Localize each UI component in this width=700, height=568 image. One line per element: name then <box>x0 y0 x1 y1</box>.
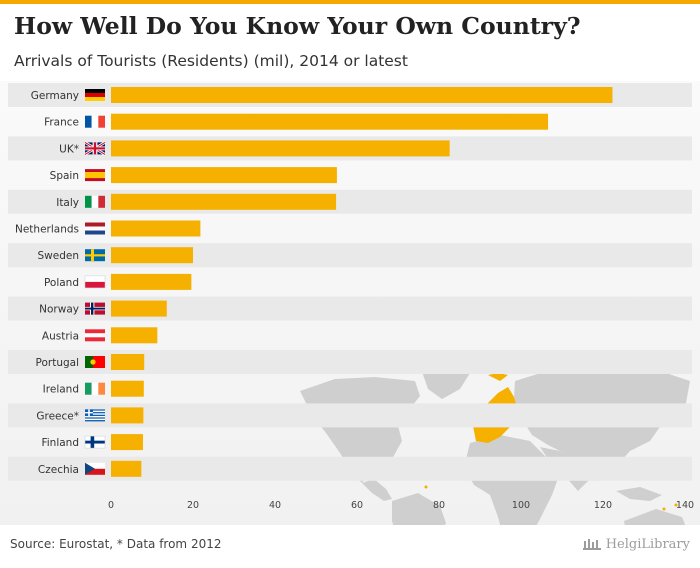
bar-spain <box>111 167 337 184</box>
flag-it-icon <box>85 195 105 208</box>
category-label: Netherlands <box>15 224 79 236</box>
chart-title: How Well Do You Know Your Own Country? <box>14 12 581 40</box>
flag-se-icon <box>85 249 105 262</box>
category-label: Finland <box>41 437 79 449</box>
footer-source: Source: Eurostat, * Data from 2012 <box>10 537 222 551</box>
flag-fr-icon <box>85 115 105 128</box>
x-axis-ticks: 0 20 40 60 80 100 120 140 <box>108 500 694 511</box>
bar-france <box>111 113 549 130</box>
chart-subtitle: Arrivals of Tourists (Residents) (mil), … <box>14 52 408 70</box>
bar-norway <box>111 300 167 317</box>
map-south-america <box>392 493 446 525</box>
category-label: Ireland <box>43 384 79 396</box>
map-australia <box>624 509 686 525</box>
flag-ie-icon <box>85 382 105 395</box>
x-tick-label: 140 <box>676 500 694 511</box>
bar-uk <box>111 140 450 157</box>
map-indonesia <box>616 487 662 501</box>
footer-logo[interactable]: HelgiLibrary <box>582 533 690 555</box>
category-label: Norway <box>39 304 79 316</box>
flag-pl-icon <box>84 275 106 289</box>
flag-no-icon <box>85 302 105 315</box>
category-label: Sweden <box>38 250 80 262</box>
row-band <box>8 350 692 374</box>
category-labels: Germany France UK* Spain Italy Netherlands Swe… <box>15 90 79 476</box>
map-island <box>662 507 666 511</box>
bar-finland <box>111 434 143 451</box>
bar-ireland <box>111 380 144 397</box>
category-label: UK* <box>59 143 79 155</box>
row-band <box>8 243 692 268</box>
x-tick-label: 120 <box>594 500 612 511</box>
x-tick-label: 0 <box>108 500 114 511</box>
bar-italy <box>111 193 337 210</box>
flag-fi-icon <box>84 435 106 449</box>
flag-gr-icon <box>85 409 105 422</box>
flag-cz-icon <box>85 462 105 475</box>
row-band <box>8 189 692 214</box>
bar-netherlands <box>111 220 201 237</box>
row-band <box>8 296 692 321</box>
bars <box>111 87 613 477</box>
flag-es-icon <box>85 169 105 182</box>
row-band <box>8 456 692 481</box>
flag-at-icon <box>85 329 105 342</box>
bar-austria <box>111 327 158 344</box>
bar-portugal <box>111 354 145 370</box>
category-label: Greece* <box>36 410 79 422</box>
row-band <box>8 403 692 428</box>
x-tick-label: 100 <box>512 500 530 511</box>
flags <box>84 89 106 475</box>
flag-gb-icon <box>84 141 106 156</box>
bar-greece <box>111 407 144 424</box>
bar-sweden <box>111 247 193 264</box>
category-label: Germany <box>31 90 79 102</box>
category-label: Portugal <box>36 357 80 369</box>
category-label: Spain <box>50 170 79 182</box>
map-iceland <box>488 373 508 381</box>
map-central-america <box>362 479 392 501</box>
bar-germany <box>111 87 613 103</box>
flag-de-icon <box>85 89 105 101</box>
category-label: Poland <box>44 277 79 289</box>
x-tick-label: 40 <box>269 500 281 511</box>
bar-czechia <box>111 460 142 477</box>
bar-chart: Germany France UK* Spain Italy Netherlands Swe… <box>8 83 694 525</box>
category-label: France <box>44 117 79 129</box>
chart-area: Germany France UK* Spain Italy Netherlands Swe… <box>0 81 700 525</box>
top-accent-bar <box>0 0 700 4</box>
flag-pt-icon <box>85 356 105 368</box>
category-label: Italy <box>56 197 79 209</box>
category-label: Czechia <box>38 464 79 476</box>
map-island <box>674 503 678 507</box>
x-tick-label: 80 <box>433 500 445 511</box>
bar-poland <box>111 273 192 290</box>
library-icon <box>582 539 601 550</box>
x-tick-label: 20 <box>187 500 199 511</box>
flag-nl-icon <box>85 222 105 235</box>
x-tick-label: 60 <box>351 500 363 511</box>
map-island <box>424 485 428 489</box>
brand-name: HelgiLibrary <box>605 536 690 552</box>
category-label: Austria <box>42 330 79 342</box>
